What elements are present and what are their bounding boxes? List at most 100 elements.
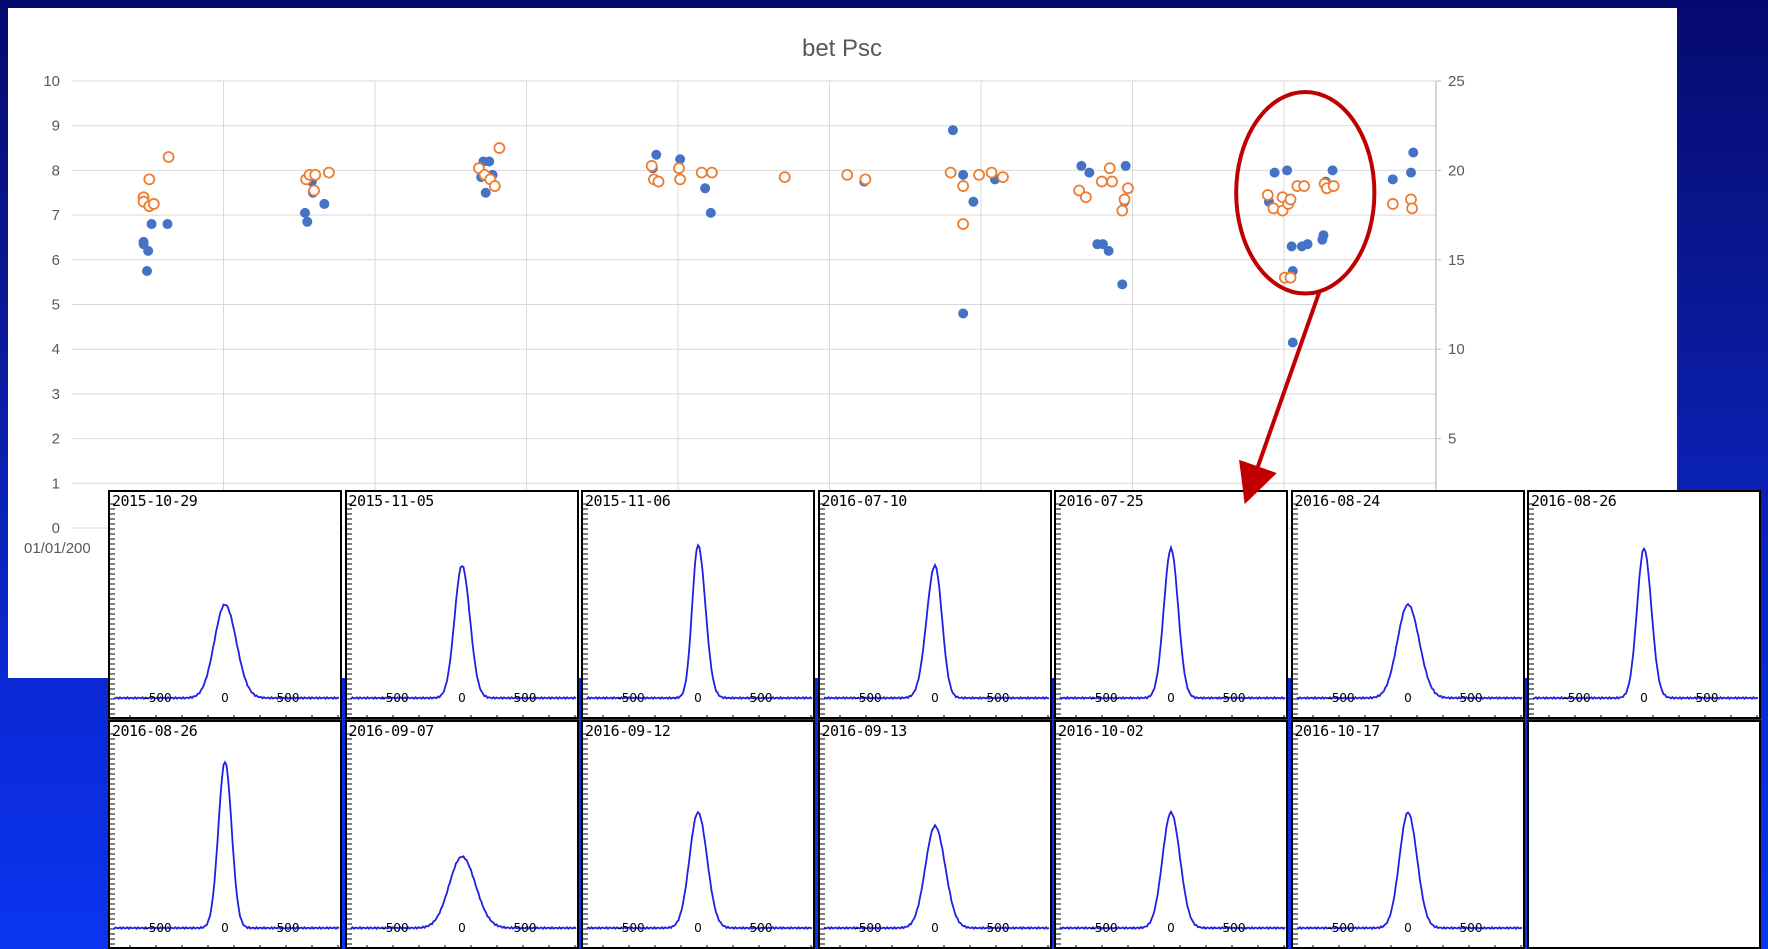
- point-filled: [480, 187, 491, 198]
- line-profile-panel: 2016-10-02 -500 0 500: [1054, 720, 1288, 949]
- point-filled: [1286, 241, 1297, 252]
- point-filled: [162, 219, 173, 230]
- point-filled: [968, 196, 979, 207]
- panel-date-label: 2015-10-29: [112, 492, 198, 510]
- line-profile-panel: 2016-08-24 -500 0 500: [1290, 490, 1525, 719]
- panel-date-label: 2016-10-17: [1294, 722, 1381, 740]
- profile-line: [349, 855, 577, 931]
- profile-line: [586, 543, 813, 701]
- panel-x-tick-label: 500: [513, 691, 536, 705]
- point-open: [1298, 180, 1311, 192]
- point-filled: [1120, 160, 1131, 171]
- panel-x-tick-label: 500: [1223, 691, 1246, 705]
- profile-line: [823, 562, 1049, 701]
- panel-date-label: 2016-09-12: [585, 722, 671, 740]
- profile-line: [349, 565, 577, 701]
- scatter-chart: bet Psc 0 1 2 3 4 5 6 7 8 9 10 5 10 15 20 25 01/01/200: [24, 35, 1465, 557]
- panel-x-tick-label: 500: [1459, 921, 1482, 935]
- panel-date-label: 2016-08-26: [1531, 492, 1617, 510]
- panel-x-tick-label: 0: [458, 921, 466, 935]
- line-profile-panel: 2016-08-26 -500 0 500: [1527, 490, 1761, 719]
- panel-x-tick-label: -500: [1090, 691, 1117, 705]
- point-open: [645, 160, 658, 172]
- panel-x-tick-label: -500: [854, 691, 881, 705]
- point-open: [673, 162, 685, 175]
- point-filled: [675, 154, 686, 165]
- point-filled: [947, 125, 958, 136]
- point-filled: [705, 207, 716, 218]
- point-filled: [1408, 147, 1419, 158]
- line-profile-insets: 2015-10-29 -500 0 500 2015-11-05 -500 0 500 2015…: [108, 490, 1761, 949]
- panel-x-tick-label: 0: [221, 921, 229, 935]
- panel-x-tick-label: -500: [854, 921, 881, 935]
- panel-x-tick-label: -500: [381, 691, 408, 705]
- point-open: [957, 180, 970, 192]
- panel-x-tick-label: 500: [986, 921, 1009, 935]
- profile-line: [586, 810, 813, 931]
- point-open: [985, 166, 998, 179]
- x-tick-label: 01/01/200: [24, 540, 91, 557]
- line-profile-panel: 2016-10-17 -500 0 500: [1290, 720, 1525, 949]
- y-left-tick-label: 9: [52, 118, 60, 135]
- panel-date-label: 2016-08-26: [112, 722, 198, 740]
- panel-date-label: 2016-07-25: [1058, 492, 1144, 510]
- point-filled: [958, 308, 969, 319]
- y-left-tick-label: 6: [52, 252, 60, 269]
- point-filled: [1117, 279, 1128, 290]
- chart-title: bet Psc: [802, 35, 882, 62]
- point-open: [706, 166, 718, 179]
- point-filled: [651, 149, 662, 160]
- point-filled: [700, 183, 711, 194]
- panel-x-tick-label: 500: [1459, 691, 1482, 705]
- panel-x-tick-label: -500: [381, 921, 408, 935]
- panel-date-label: 2016-07-10: [821, 492, 908, 510]
- profile-line: [822, 823, 1049, 931]
- line-profile-panel: 2016-09-13 -500 0 500: [817, 720, 1052, 949]
- point-open: [1080, 191, 1092, 204]
- panel-date-label: 2016-08-24: [1294, 492, 1381, 510]
- point-filled: [319, 198, 330, 209]
- point-open: [1103, 162, 1116, 175]
- point-open: [488, 180, 501, 192]
- line-profile-panel: 2016-09-12 -500 0 500: [581, 720, 815, 949]
- panel-x-tick-label: 0: [1404, 691, 1412, 705]
- point-open: [652, 175, 665, 188]
- panel-x-tick-label: -500: [144, 691, 171, 705]
- point-filled: [958, 169, 969, 180]
- point-open: [309, 168, 322, 181]
- point-open: [1118, 193, 1131, 206]
- profile-line: [113, 760, 340, 931]
- panel-x-tick-label: -500: [1327, 921, 1354, 935]
- point-open: [973, 168, 985, 181]
- point-open: [1327, 180, 1340, 192]
- panel-x-tick-label: -500: [1327, 691, 1354, 705]
- point-open: [1106, 175, 1118, 188]
- panel-x-tick-label: 0: [694, 691, 702, 705]
- point-open: [1386, 198, 1399, 210]
- panel-date-label: 2016-09-07: [348, 722, 435, 740]
- point-filled: [484, 156, 495, 167]
- panel-x-tick-label: -500: [1563, 691, 1590, 705]
- panel-x-tick-label: 0: [458, 691, 466, 705]
- point-open: [997, 171, 1009, 184]
- point-open: [143, 173, 156, 186]
- profile-line: [1296, 811, 1522, 931]
- point-filled: [1318, 230, 1329, 241]
- empty-panel: [1527, 720, 1761, 949]
- point-filled: [1405, 167, 1416, 178]
- point-open: [493, 142, 506, 154]
- point-open: [1073, 184, 1085, 197]
- panel-x-tick-label: 500: [277, 921, 300, 935]
- point-filled: [1287, 337, 1298, 348]
- y-left-tick-label: 8: [52, 162, 60, 179]
- point-filled: [1327, 165, 1338, 176]
- point-filled: [146, 219, 157, 230]
- panel-x-tick-label: 0: [931, 921, 939, 935]
- point-filled: [1387, 174, 1398, 185]
- y-left-tick-label: 7: [52, 207, 60, 224]
- panel-x-tick-label: 500: [1696, 691, 1719, 705]
- panel-x-tick-label: -500: [144, 921, 171, 935]
- point-open: [1284, 271, 1297, 284]
- point-open: [841, 168, 854, 181]
- profile-line: [1295, 602, 1523, 701]
